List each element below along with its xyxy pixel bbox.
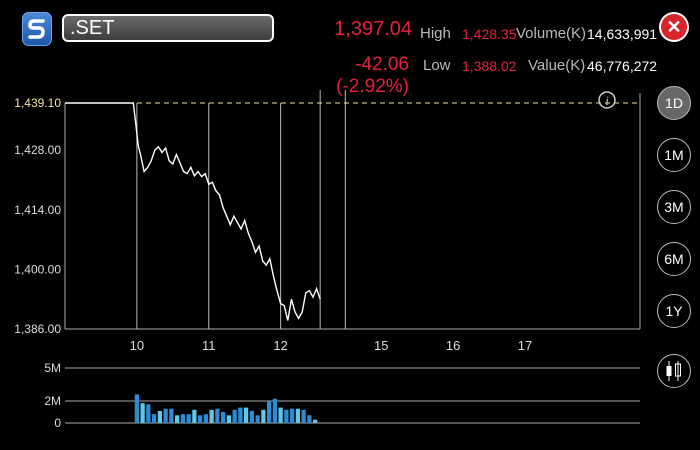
volume-bar [272, 398, 277, 423]
volume-bar [134, 394, 139, 423]
volume-bar [238, 407, 243, 423]
reference-label: 1,439.10 [14, 96, 61, 110]
timeframe-3m-button[interactable]: 3M [657, 190, 691, 224]
volume-bar [261, 409, 266, 423]
volume-value: 14,633,991 [587, 26, 658, 42]
volume-tick-label: 0 [54, 416, 61, 430]
x-tick-label: 16 [446, 338, 460, 353]
volume-bar [215, 408, 220, 423]
app-logo-icon [22, 12, 52, 46]
low-value: 1,388.02 [462, 58, 517, 74]
volume-series [134, 394, 318, 423]
timeframe-1y-button[interactable]: 1Y [657, 294, 691, 328]
timeframe-1d-button[interactable]: 1D [657, 86, 691, 120]
volume-bar [140, 403, 145, 423]
svg-text:i: i [605, 93, 609, 108]
volume-bar [226, 415, 231, 423]
info-icon[interactable]: i [598, 91, 616, 109]
volume-tick-label: 5M [44, 361, 61, 375]
value-value: 46,776,272 [587, 58, 658, 74]
volume-tick-label: 2M [44, 394, 61, 408]
volume-bar [175, 415, 180, 423]
volume-bar [169, 408, 174, 423]
y-tick-label: 1,386.00 [14, 322, 61, 336]
volume-bar [307, 415, 312, 423]
volume-bar [203, 414, 208, 423]
volume-bar [209, 409, 214, 423]
y-tick-label: 1,400.00 [14, 262, 61, 276]
price-line [65, 102, 321, 321]
volume-bar [313, 419, 318, 423]
high-label: High [420, 25, 451, 42]
candlestick-toggle-button[interactable] [657, 354, 691, 388]
candlestick-icon [666, 361, 681, 381]
volume-bar [290, 408, 295, 423]
x-tick-label: 15 [374, 338, 388, 353]
volume-bar [180, 414, 185, 423]
volume-bar [157, 410, 162, 423]
volume-bar [284, 409, 289, 423]
high-value: 1,428.35 [462, 26, 517, 42]
volume-bar [267, 401, 272, 423]
volume-bar [221, 412, 226, 423]
volume-bar [249, 410, 254, 423]
y-tick-label: 1,414.00 [14, 203, 61, 217]
volume-bar [301, 409, 306, 423]
volume-bar [192, 409, 197, 423]
price-change: -42.06 (-2.92%) [336, 54, 409, 97]
last-price: 1,397.04 [334, 18, 412, 40]
volume-bar [232, 409, 237, 423]
timeframe-6m-button[interactable]: 6M [657, 242, 691, 276]
low-label: Low [423, 57, 451, 74]
volume-bar [244, 407, 249, 423]
volume-bar [255, 415, 260, 423]
chart-axes [64, 90, 641, 424]
volume-label: Volume(K) [516, 25, 587, 42]
close-icon: ✕ [666, 17, 682, 37]
volume-bar [146, 404, 151, 423]
x-tick-label: 12 [273, 338, 287, 353]
timeframe-1m-button[interactable]: 1M [657, 138, 691, 172]
x-tick-label: 11 [202, 338, 216, 353]
volume-bar [186, 414, 191, 423]
volume-bar [278, 407, 283, 423]
price-series [65, 102, 321, 321]
volume-bar [295, 408, 300, 423]
x-tick-label: 10 [130, 338, 144, 353]
chart-labels: 1,439.10 1,428.00 1,414.00 1,400.00 1,386.00… [14, 96, 532, 430]
close-button[interactable]: ✕ [661, 14, 687, 40]
y-tick-label: 1,428.00 [14, 143, 61, 157]
value-label: Value(K) [528, 57, 586, 74]
volume-bar [163, 408, 168, 423]
x-tick-label: 17 [518, 338, 532, 353]
volume-bar [198, 415, 203, 423]
volume-bar [152, 414, 157, 423]
symbol-input[interactable]: .SET [62, 14, 274, 42]
